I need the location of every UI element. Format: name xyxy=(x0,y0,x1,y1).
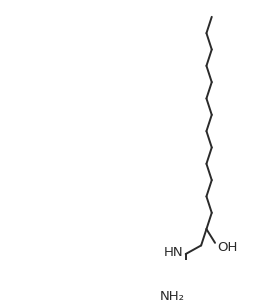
Text: HN: HN xyxy=(164,246,183,259)
Text: NH₂: NH₂ xyxy=(160,290,185,301)
Text: OH: OH xyxy=(217,241,237,254)
